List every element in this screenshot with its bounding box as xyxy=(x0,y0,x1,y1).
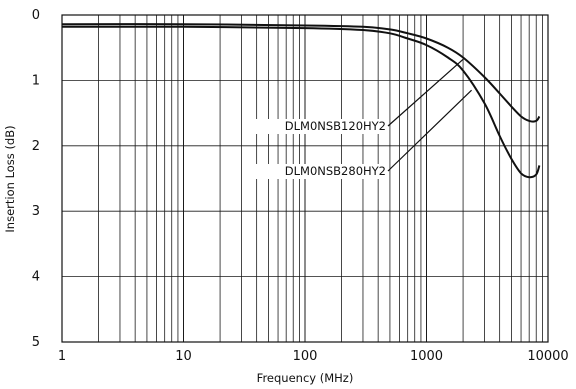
plot-frame xyxy=(61,14,549,343)
x-tick-label: 1000 xyxy=(410,349,443,364)
annotation-background xyxy=(248,119,388,134)
x-tick-label: 100 xyxy=(293,349,318,364)
x-axis-label: Frequency (MHz) xyxy=(257,371,354,385)
y-tick-label: 5 xyxy=(32,335,40,350)
series-annotation-label: DLM0NSB280HY2 xyxy=(285,164,386,178)
x-tick-labels: 1 10 100 1000 10000 xyxy=(58,349,569,364)
x-tick-label: 10000 xyxy=(527,349,568,364)
y-tick-label: 1 xyxy=(32,73,40,88)
series-annotation-label: DLM0NSB120HY2 xyxy=(285,119,386,133)
x-tick-label: 10 xyxy=(175,349,192,364)
annotation-leader-line xyxy=(387,57,465,127)
series-annotations: DLM0NSB120HY2 DLM0NSB280HY2 xyxy=(248,57,473,179)
y-tick-label: 4 xyxy=(32,270,40,285)
y-tick-label: 3 xyxy=(32,204,40,219)
y-tick-labels: 0 1 2 3 4 5 xyxy=(32,8,40,350)
annotation-background xyxy=(248,164,388,179)
data-series xyxy=(61,23,541,179)
series-line xyxy=(61,25,541,179)
y-axis-label: Insertion Loss (dB) xyxy=(3,125,17,232)
x-tick-label: 1 xyxy=(58,349,66,364)
annotation-leader-line xyxy=(387,89,473,172)
y-tick-label: 0 xyxy=(32,8,40,23)
series-line xyxy=(61,23,541,123)
y-tick-label: 2 xyxy=(32,139,40,154)
